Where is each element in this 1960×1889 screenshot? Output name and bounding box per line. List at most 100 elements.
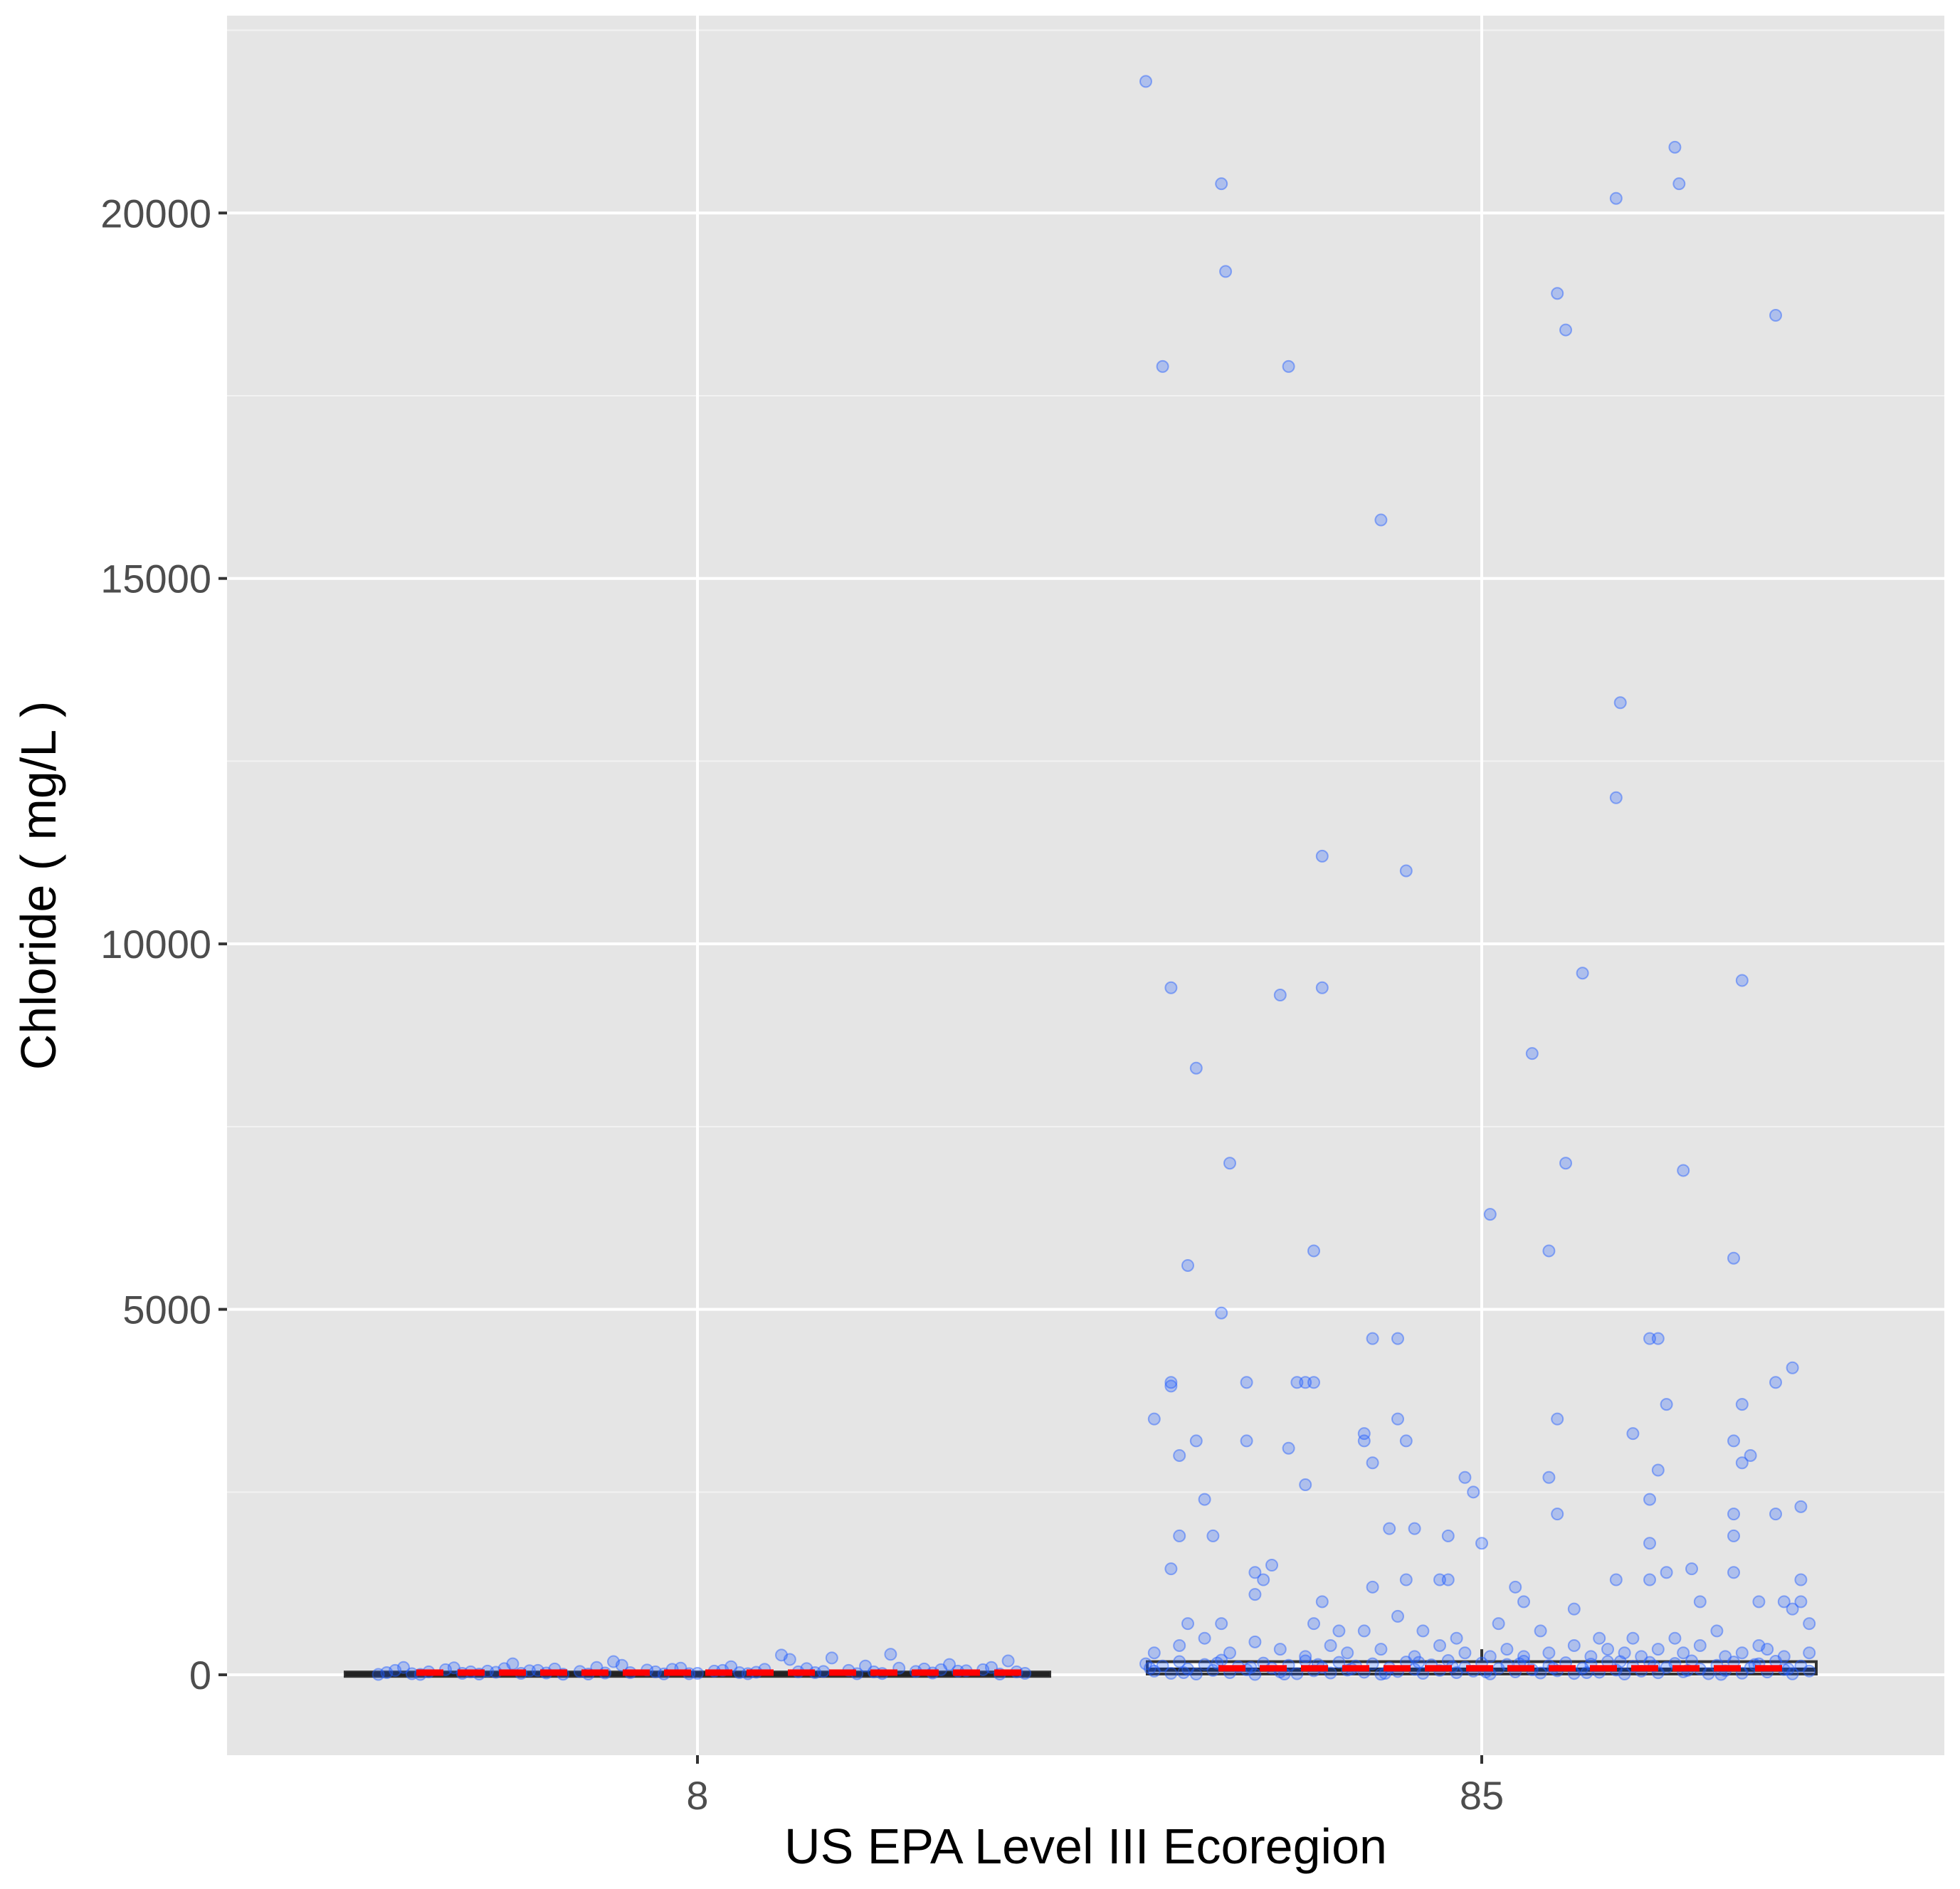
data-point [1315,981,1329,994]
data-point [1357,1624,1371,1638]
data-point [1198,1631,1211,1645]
data-point [1677,1646,1690,1660]
data-point [1412,1656,1426,1669]
data-point [1727,1529,1740,1542]
y-axis-title: Chloride ( mg/L ) [11,701,66,1070]
x-tick-label: 8 [686,1773,708,1818]
data-point [1777,1650,1791,1663]
data-point [447,1661,460,1675]
data-point [1156,1659,1169,1673]
data-point [1399,1573,1413,1587]
data-point [1660,1566,1673,1579]
data-point [1500,1643,1514,1656]
data-point [1559,1157,1572,1170]
data-point [1357,1434,1371,1448]
data-point [1542,1470,1556,1484]
data-point [1441,1529,1455,1542]
major-gridlines [227,16,1944,1755]
data-point [1189,1434,1203,1448]
data-point [1177,1666,1191,1679]
data-point [1551,287,1564,300]
data-point [1483,1650,1497,1663]
data-point [1534,1624,1547,1638]
data-point [1307,1244,1320,1258]
data-point [1366,1657,1379,1670]
data-point [1727,1434,1740,1448]
data-point [1458,1646,1472,1660]
data-point [1613,1655,1627,1668]
y-axis-ticks: 0 5000 10000 15000 20000 [100,191,227,1698]
data-point [1001,1654,1015,1668]
data-point [1542,1244,1556,1258]
data-point [607,1655,620,1668]
data-point [783,1653,796,1666]
plot-panel [227,16,1944,1755]
data-point [1215,177,1228,191]
data-point [1517,1595,1530,1609]
data-point [1282,359,1295,373]
data-point [1219,265,1233,278]
data-point [1248,1635,1262,1648]
data-point [1794,1659,1808,1673]
data-point [1769,1507,1782,1521]
data-point [1769,1376,1782,1389]
data-point [1143,1661,1156,1675]
data-point [1450,1631,1463,1645]
data-point [380,1666,394,1679]
data-point [1580,1666,1593,1679]
data-point [1173,1448,1186,1462]
data-point [1139,1657,1152,1670]
data-point [1433,1573,1446,1587]
data-point [1391,1412,1404,1426]
data-point [1660,1661,1673,1674]
data-point [615,1658,628,1672]
data-point [1240,1434,1253,1448]
data-point [1752,1638,1766,1652]
data-point [1660,1398,1673,1411]
data-point [943,1658,956,1671]
y-tick-label: 10000 [100,922,211,967]
data-point [1374,1643,1388,1656]
data-point [1668,1631,1682,1645]
data-point [1164,1379,1178,1393]
data-point [1366,1456,1379,1470]
data-point [1366,1332,1379,1345]
data-point [1735,1646,1749,1660]
x-axis-title: US EPA Level III Ecoregion [784,1819,1387,1874]
data-point [1651,1643,1665,1656]
data-point [1643,1573,1656,1587]
data-point [1735,1398,1749,1411]
data-point [1752,1595,1766,1609]
data-point [1307,1376,1320,1389]
data-point [1189,1061,1203,1075]
data-point [1803,1617,1816,1631]
data-point [1164,981,1178,994]
data-point [1786,1602,1799,1616]
data-point [1399,864,1413,878]
data-point [1727,1251,1740,1265]
data-point [859,1659,872,1673]
data-point [1483,1208,1497,1221]
data-point [1584,1650,1598,1663]
data-point [1635,1650,1648,1663]
data-point [1215,1306,1228,1320]
data-point [1794,1573,1808,1587]
data-point [1525,1047,1539,1061]
data-point [1609,191,1623,205]
data-point [1173,1655,1186,1668]
data-point [1147,1646,1161,1660]
data-point [1366,1580,1379,1594]
data-point [1677,1164,1690,1177]
data-point [1299,1654,1312,1668]
data-point [1391,1609,1404,1623]
data-point [1593,1631,1606,1645]
data-point [1147,1412,1161,1426]
data-point [1672,177,1686,191]
data-point [1668,140,1682,154]
data-point [1551,1507,1564,1521]
data-point [1735,1456,1749,1470]
data-point [1206,1529,1220,1542]
data-point [1727,1566,1740,1579]
data-point [1181,1258,1194,1272]
data-point [1685,1562,1698,1576]
